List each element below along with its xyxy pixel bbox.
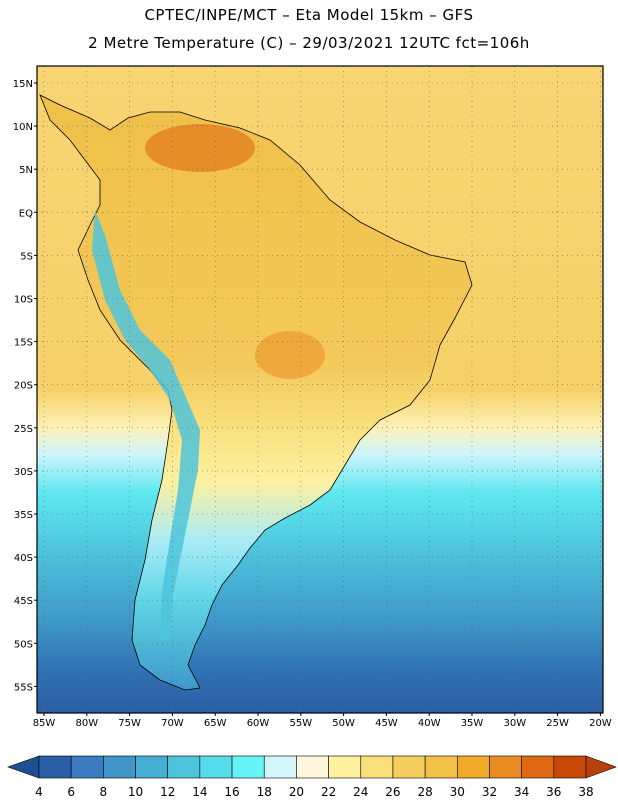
colorbar-tick-label: 22 bbox=[321, 785, 336, 799]
lat-label: 10S bbox=[14, 295, 33, 306]
lat-label: 5N bbox=[19, 165, 33, 176]
hotspot-venezuela bbox=[145, 124, 255, 172]
south-america-landmass bbox=[39, 94, 473, 691]
colorbar-swatch bbox=[263, 755, 297, 779]
lon-label: 70W bbox=[161, 718, 184, 729]
colorbar-swatch bbox=[296, 755, 329, 779]
colorbar-tick-label: 34 bbox=[514, 785, 529, 799]
colorbar-tick-label: 8 bbox=[100, 785, 108, 799]
title-line-2: 2 Metre Temperature (C) – 29/03/2021 12U… bbox=[88, 34, 530, 52]
lon-label: 60W bbox=[247, 718, 270, 729]
colorbar-tick-label: 36 bbox=[546, 785, 561, 799]
lon-label: 50W bbox=[332, 718, 355, 729]
lat-label: 30S bbox=[14, 467, 33, 478]
colorbar-swatch bbox=[456, 755, 490, 779]
colorbar-tick-label: 10 bbox=[128, 785, 143, 799]
colorbar-swatch bbox=[199, 755, 233, 779]
colorbar-tick-label: 38 bbox=[578, 785, 593, 799]
lat-label: 50S bbox=[14, 639, 33, 650]
colorbar-swatch bbox=[360, 755, 394, 779]
colorbar-tick-label: 32 bbox=[482, 785, 497, 799]
lat-label: EQ bbox=[19, 208, 33, 219]
lon-label: 65W bbox=[204, 718, 227, 729]
colorbar: 4 6 8 10 12 14 16 18 20 22 24 26 28 30 32 34 36 38 bbox=[7, 755, 617, 799]
lat-label: 25S bbox=[14, 424, 33, 435]
colorbar-swatch bbox=[392, 755, 426, 779]
colorbar-tick-label: 12 bbox=[160, 785, 175, 799]
colorbar-tick-label: 4 bbox=[35, 785, 43, 799]
colorbar-swatch bbox=[521, 755, 555, 779]
colorbar-upper-cap bbox=[585, 755, 617, 779]
lon-label: 75W bbox=[118, 718, 141, 729]
lon-label: 40W bbox=[418, 718, 441, 729]
colorbar-swatch bbox=[38, 755, 72, 779]
lon-label: 45W bbox=[375, 718, 398, 729]
title-line-1: CPTEC/INPE/MCT – Eta Model 15km – GFS bbox=[144, 6, 474, 24]
colorbar-swatch bbox=[424, 755, 458, 779]
colorbar-tick-label: 6 bbox=[67, 785, 75, 799]
plot-frame bbox=[36, 65, 604, 714]
colorbar-tick-label: 18 bbox=[257, 785, 272, 799]
colorbar-swatch bbox=[489, 755, 522, 779]
colorbar-swatch bbox=[553, 755, 587, 779]
lat-label: 10N bbox=[13, 122, 33, 133]
colorbar-swatch bbox=[135, 755, 169, 779]
colorbar-tick-label: 30 bbox=[450, 785, 465, 799]
lon-label: 20W bbox=[589, 718, 612, 729]
lat-label: 45S bbox=[14, 596, 33, 607]
lon-label: 35W bbox=[461, 718, 484, 729]
colorbar-swatch bbox=[167, 755, 201, 779]
lat-label: 15S bbox=[14, 338, 33, 349]
lat-label: 35S bbox=[14, 510, 33, 521]
lon-label: 80W bbox=[75, 718, 98, 729]
lat-label: 20S bbox=[14, 381, 33, 392]
colorbar-swatch bbox=[328, 755, 362, 779]
colorbar-tick-label: 24 bbox=[353, 785, 368, 799]
lat-label: 15N bbox=[13, 79, 33, 90]
colorbar-swatch bbox=[103, 755, 136, 779]
lon-label: 30W bbox=[503, 718, 526, 729]
colorbar-swatch bbox=[70, 755, 104, 779]
colorbar-swatch bbox=[231, 755, 265, 779]
lon-label: 55W bbox=[289, 718, 312, 729]
lat-label: 40S bbox=[14, 553, 33, 564]
lon-label: 25W bbox=[546, 718, 569, 729]
colorbar-tick-label: 20 bbox=[289, 785, 304, 799]
hotspot-central-brazil bbox=[255, 331, 325, 379]
lat-label: 55S bbox=[14, 682, 33, 693]
colorbar-tick-label: 26 bbox=[385, 785, 400, 799]
lat-label: 5S bbox=[20, 251, 33, 262]
latitude-labels: 15N 10N 5N EQ 5S 10S 15S 20S 25S 30S 35S 40S 45S 50S 5… bbox=[13, 79, 37, 693]
lon-label: 85W bbox=[33, 718, 56, 729]
longitude-labels: 85W 80W 75W 70W 65W 60W 55W 50W 45W 40W 35W 30W 25W 2… bbox=[33, 713, 612, 729]
colorbar-tick-label: 16 bbox=[224, 785, 239, 799]
andes-cold-zone bbox=[92, 210, 200, 640]
colorbar-tick-label: 14 bbox=[192, 785, 207, 799]
colorbar-tick-label: 28 bbox=[417, 785, 432, 799]
colorbar-lower-cap bbox=[7, 755, 40, 779]
